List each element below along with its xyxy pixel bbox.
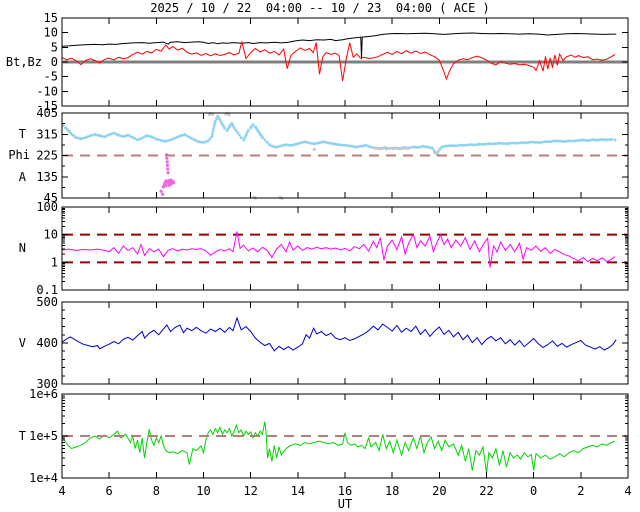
svg-text:10: 10	[196, 484, 210, 498]
svg-text:1e+6: 1e+6	[29, 387, 58, 401]
x-axis-label: UT	[337, 497, 353, 511]
panel-phi-label-t: T	[18, 127, 26, 141]
panel-t-label: T	[18, 429, 26, 443]
x-axis-tick-labels: 4 6 8 10 12 14 16 18 20 22 0 2 4	[58, 484, 631, 498]
svg-text:10: 10	[44, 228, 58, 242]
svg-text:5: 5	[51, 40, 58, 54]
panel-n: 100 10 1 0.1	[36, 200, 629, 297]
svg-text:-10: -10	[36, 84, 58, 98]
svg-text:1: 1	[51, 255, 58, 269]
svg-text:400: 400	[36, 336, 58, 350]
svg-text:300: 300	[36, 377, 58, 391]
svg-text:135: 135	[36, 170, 58, 184]
panel-phi-label-phi: Phi	[8, 148, 30, 162]
panel-phi-label-a: A	[18, 170, 26, 184]
svg-text:-5: -5	[44, 70, 58, 84]
svg-text:6: 6	[106, 484, 113, 498]
series-t	[61, 421, 616, 474]
svg-text:0: 0	[51, 55, 58, 69]
svg-text:315: 315	[36, 127, 58, 141]
series-v	[61, 316, 617, 352]
svg-text:12: 12	[243, 484, 257, 498]
svg-text:500: 500	[36, 295, 58, 309]
svg-text:10: 10	[44, 26, 58, 40]
series-a	[159, 153, 176, 196]
svg-text:14: 14	[291, 484, 305, 498]
series-bt	[61, 32, 617, 60]
svg-text:100: 100	[36, 200, 58, 214]
panel-phi: 405 315 225 135 45	[36, 106, 629, 205]
svg-text:4: 4	[624, 484, 631, 498]
panel-btbz-label: Bt,Bz	[5, 55, 42, 69]
svg-text:405: 405	[36, 106, 58, 120]
svg-text:15: 15	[44, 11, 58, 25]
plot-title: 2025 / 10 / 22 04:00 -- 10 / 23 04:00 ( …	[150, 1, 490, 15]
series-n	[61, 231, 616, 268]
svg-text:2: 2	[577, 484, 584, 498]
svg-text:4: 4	[58, 484, 65, 498]
panel-v-label: V	[18, 336, 26, 350]
svg-text:-15: -15	[36, 99, 58, 113]
svg-text:225: 225	[36, 149, 58, 163]
svg-text:16: 16	[338, 484, 352, 498]
series-bz	[61, 41, 616, 82]
svg-text:0.1: 0.1	[36, 283, 58, 297]
panel-n-reflines-below	[63, 233, 627, 264]
svg-text:18: 18	[385, 484, 399, 498]
svg-text:45: 45	[44, 191, 58, 205]
svg-text:1e+5: 1e+5	[29, 429, 58, 443]
svg-text:8: 8	[153, 484, 160, 498]
series-phi	[61, 114, 617, 155]
svg-text:0: 0	[530, 484, 537, 498]
panel-v: 500 400 300	[36, 295, 629, 391]
svg-text:22: 22	[479, 484, 493, 498]
svg-text:1e+4: 1e+4	[29, 471, 58, 485]
panel-n-label: N	[18, 241, 26, 255]
panel-t: 1e+6 1e+5 1e+4	[29, 387, 629, 485]
svg-text:20: 20	[432, 484, 446, 498]
